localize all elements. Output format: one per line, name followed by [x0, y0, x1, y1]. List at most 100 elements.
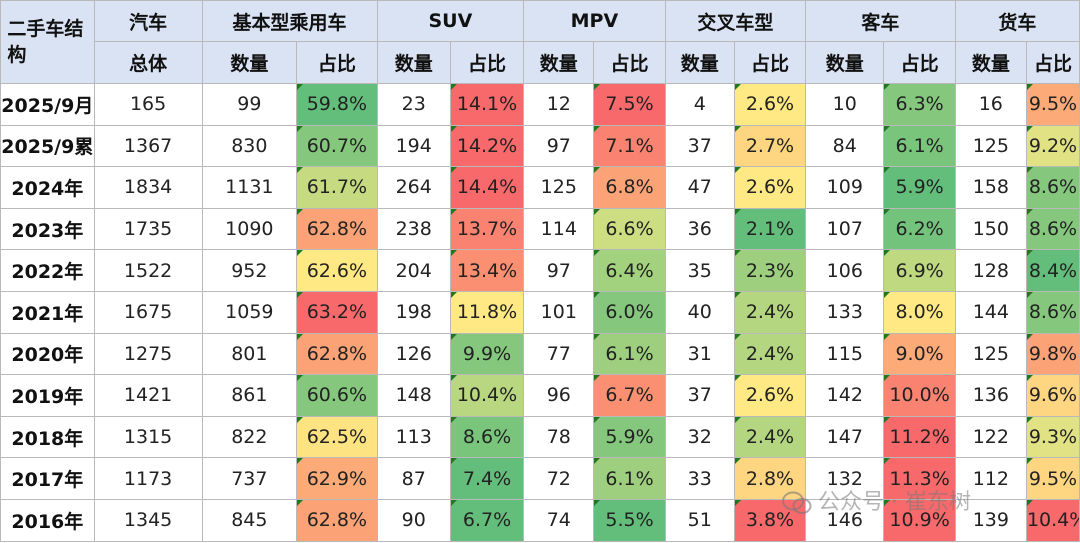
- header-share: 占比: [883, 41, 956, 84]
- row-label: 2024年: [0, 166, 95, 209]
- row-label: 2018年: [0, 415, 95, 459]
- qty-cell: 136: [954, 374, 1027, 417]
- share-cell: 9.5%: [1025, 83, 1080, 126]
- qty-cell: 33: [664, 457, 735, 500]
- share-cell: 62.8%: [296, 332, 378, 376]
- qty-cell: 32: [664, 415, 735, 459]
- row-label: 2023年: [0, 207, 95, 251]
- share-cell: 62.8%: [296, 207, 378, 251]
- qty-cell: 77: [523, 332, 595, 376]
- share-cell: 2.6%: [733, 83, 807, 126]
- share-cell: 7.4%: [449, 457, 525, 500]
- share-cell: 6.1%: [883, 124, 956, 168]
- header-share: 占比: [733, 41, 807, 84]
- header-total: 总体: [93, 41, 203, 84]
- header-qty: 数量: [805, 41, 885, 84]
- qty-cell: 147: [805, 415, 885, 459]
- header-qty: 数量: [376, 41, 451, 84]
- header-group-cars: 汽车: [93, 0, 203, 42]
- table-row: 2021年 1675 1059 63.2% 198 11.8% 101 6.0% 40 2.4% 1…: [0, 290, 1080, 334]
- share-cell: 9.8%: [1025, 332, 1080, 376]
- qty-cell: 139: [954, 498, 1027, 542]
- header-group-suv: SUV: [376, 0, 525, 42]
- row-label: 2020年: [0, 332, 95, 376]
- share-cell: 2.4%: [733, 415, 807, 459]
- table-body: 2025/9月 165 99 59.8% 23 14.1% 12 7.5% 4 2.6% 10 6.3…: [0, 83, 1080, 542]
- qty-cell: 97: [523, 249, 595, 292]
- qty-cell: 10: [805, 83, 885, 126]
- share-cell: 60.7%: [296, 124, 378, 168]
- share-cell: 5.9%: [883, 166, 956, 209]
- total-cell: 1173: [93, 457, 203, 500]
- row-label: 2025/9月: [0, 83, 95, 126]
- qty-cell: 198: [376, 290, 451, 334]
- row-label: 2017年: [0, 457, 95, 500]
- row-label: 2022年: [0, 249, 95, 292]
- share-cell: 6.1%: [593, 332, 666, 376]
- share-cell: 5.9%: [593, 415, 666, 459]
- qty-cell: 737: [201, 457, 298, 500]
- share-cell: 2.6%: [733, 166, 807, 209]
- table-row: 2025/9累 1367 830 60.7% 194 14.2% 97 7.1% 37 2.7% 8…: [0, 124, 1080, 168]
- header-group-truck: 货车: [954, 0, 1080, 42]
- total-cell: 165: [93, 83, 203, 126]
- share-cell: 6.9%: [883, 249, 956, 292]
- share-cell: 13.7%: [449, 207, 525, 251]
- share-cell: 62.5%: [296, 415, 378, 459]
- qty-cell: 194: [376, 124, 451, 168]
- qty-cell: 133: [805, 290, 885, 334]
- share-cell: 8.0%: [883, 290, 956, 334]
- total-cell: 1421: [93, 374, 203, 417]
- qty-cell: 238: [376, 207, 451, 251]
- qty-cell: 12: [523, 83, 595, 126]
- share-cell: 62.8%: [296, 498, 378, 542]
- row-label: 2019年: [0, 374, 95, 417]
- qty-cell: 861: [201, 374, 298, 417]
- share-cell: 2.3%: [733, 249, 807, 292]
- qty-cell: 107: [805, 207, 885, 251]
- header-group-crossover: 交叉车型: [664, 0, 807, 42]
- header-qty: 数量: [523, 41, 595, 84]
- share-cell: 14.2%: [449, 124, 525, 168]
- total-cell: 1522: [93, 249, 203, 292]
- share-cell: 3.8%: [733, 498, 807, 542]
- share-cell: 6.3%: [883, 83, 956, 126]
- share-cell: 11.8%: [449, 290, 525, 334]
- header-group-mpv: MPV: [523, 0, 666, 42]
- share-cell: 6.2%: [883, 207, 956, 251]
- qty-cell: 72: [523, 457, 595, 500]
- share-cell: 6.7%: [449, 498, 525, 542]
- qty-cell: 125: [523, 166, 595, 209]
- qty-cell: 150: [954, 207, 1027, 251]
- qty-cell: 125: [954, 124, 1027, 168]
- share-cell: 8.4%: [1025, 249, 1080, 292]
- qty-cell: 1131: [201, 166, 298, 209]
- header-group-bus: 客车: [805, 0, 956, 42]
- table-row: 2024年 1834 1131 61.7% 264 14.4% 125 6.8% 47 2.6% 1…: [0, 166, 1080, 209]
- qty-cell: 148: [376, 374, 451, 417]
- qty-cell: 16: [954, 83, 1027, 126]
- share-cell: 63.2%: [296, 290, 378, 334]
- qty-cell: 113: [376, 415, 451, 459]
- qty-cell: 128: [954, 249, 1027, 292]
- table-row: 2017年 1173 737 62.9% 87 7.4% 72 6.1% 33 2.8% 132 11…: [0, 457, 1080, 500]
- qty-cell: 822: [201, 415, 298, 459]
- share-cell: 14.4%: [449, 166, 525, 209]
- share-cell: 6.4%: [593, 249, 666, 292]
- qty-cell: 264: [376, 166, 451, 209]
- table-row: 2019年 1421 861 60.6% 148 10.4% 96 6.7% 37 2.6% 142…: [0, 374, 1080, 417]
- qty-cell: 144: [954, 290, 1027, 334]
- header-row-subheads: 总体 数量 占比 数量 占比 数量 占比 数量 占比 数量 占比 数量 占比: [1, 41, 1080, 84]
- qty-cell: 4: [664, 83, 735, 126]
- table-row: 2020年 1275 801 62.8% 126 9.9% 77 6.1% 31 2.4% 115 9…: [0, 332, 1080, 376]
- share-cell: 14.1%: [449, 83, 525, 126]
- qty-cell: 31: [664, 332, 735, 376]
- qty-cell: 35: [664, 249, 735, 292]
- share-cell: 2.1%: [733, 207, 807, 251]
- share-cell: 2.7%: [733, 124, 807, 168]
- qty-cell: 126: [376, 332, 451, 376]
- header-share: 占比: [593, 41, 666, 84]
- qty-cell: 101: [523, 290, 595, 334]
- table-row: 2016年 1345 845 62.8% 90 6.7% 74 5.5% 51 3.8% 146 10…: [0, 498, 1080, 542]
- table-row: 2023年 1735 1090 62.8% 238 13.7% 114 6.6% 36 2.1% 1…: [0, 207, 1080, 251]
